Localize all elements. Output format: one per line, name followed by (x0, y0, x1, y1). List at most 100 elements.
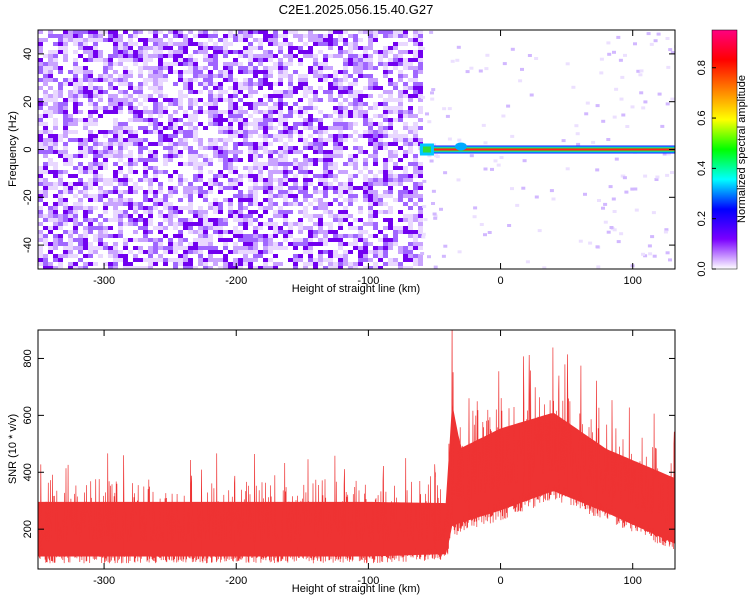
heatmap-cell (103, 38, 108, 42)
heatmap-cell (358, 106, 363, 110)
heatmap-cell (228, 42, 233, 46)
heatmap-cell (418, 98, 423, 102)
heatmap-cell (173, 118, 178, 122)
heatmap-cell (203, 158, 208, 162)
heatmap-cell (273, 138, 278, 142)
heatmap-cell (88, 110, 93, 114)
heatmap-cell (143, 66, 148, 70)
heatmap-cell (273, 214, 278, 218)
heatmap-cell (418, 194, 423, 198)
heatmap-cell (398, 118, 403, 122)
heatmap-cell (93, 86, 98, 90)
heatmap-cell (58, 174, 63, 178)
heatmap-cell (413, 66, 418, 70)
heatmap-cell (48, 218, 53, 222)
heatmap-cell (378, 50, 383, 54)
heatmap-cell (203, 230, 208, 234)
heatmap-cell (258, 146, 263, 150)
heatmap-cell (303, 78, 308, 82)
heatmap-cell (293, 246, 298, 250)
heatmap-cell (418, 66, 423, 70)
heatmap-cell (393, 82, 398, 86)
heatmap-cell (298, 242, 303, 246)
heatmap-cell (173, 98, 178, 102)
heatmap-cell (158, 122, 163, 126)
heatmap-cell (78, 70, 83, 74)
heatmap-cell (665, 37, 670, 40)
heatmap-cell (158, 186, 163, 190)
heatmap-cell (223, 34, 228, 38)
heatmap-cell (258, 214, 263, 218)
heatmap-cell (233, 38, 238, 42)
heatmap-cell (203, 102, 208, 106)
heatmap-cell (283, 194, 288, 198)
heatmap-cell (143, 46, 148, 50)
heatmap-cell (188, 126, 193, 130)
heatmap-cell (338, 130, 343, 134)
heatmap-cell (218, 266, 223, 269)
heatmap-cell (353, 246, 358, 250)
heatmap-cell (348, 90, 353, 94)
heatmap-cell (278, 242, 283, 246)
heatmap-cell (268, 182, 273, 186)
heatmap-cell (98, 142, 103, 146)
heatmap-cell (388, 210, 393, 214)
heatmap-cell (58, 70, 63, 74)
heatmap-cell (113, 142, 118, 146)
heatmap-cell (303, 182, 308, 186)
heatmap-cell (383, 174, 388, 178)
heatmap-cell (78, 102, 83, 106)
heatmap-cell (323, 238, 328, 242)
heatmap-cell (278, 206, 283, 210)
heatmap-cell (178, 30, 183, 34)
heatmap-cell (148, 166, 153, 170)
heatmap-cell (278, 158, 283, 162)
heatmap-cell (358, 210, 363, 214)
heatmap-cell (78, 206, 83, 210)
heatmap-cell (612, 228, 617, 232)
heatmap-cell (403, 66, 408, 70)
heatmap-cell (403, 110, 408, 114)
heatmap-cell (343, 30, 348, 34)
heatmap-cell (113, 118, 118, 122)
heatmap-cell (43, 94, 48, 98)
heatmap-cell (163, 146, 168, 150)
heatmap-cell (63, 250, 68, 254)
heatmap-cell (38, 70, 43, 74)
heatmap-cell (413, 114, 418, 118)
heatmap-cell (263, 122, 268, 126)
heatmap-cell (483, 233, 487, 237)
heatmap-cell (98, 74, 103, 78)
heatmap-cell (298, 122, 303, 126)
heatmap-cell (608, 185, 613, 189)
heatmap-cell (128, 198, 133, 202)
heatmap-cell (208, 62, 213, 66)
heatmap-cell (398, 110, 403, 114)
heatmap-cell (273, 54, 278, 58)
heatmap-cell (73, 266, 78, 269)
heatmap-cell (153, 250, 158, 254)
heatmap-cell (208, 118, 213, 122)
heatmap-cell (427, 120, 432, 124)
heatmap-cell (153, 42, 158, 46)
heatmap-cell (148, 198, 153, 202)
heatmap-cell (388, 186, 393, 190)
heatmap-cell (338, 106, 343, 110)
heatmap-cell (93, 166, 98, 170)
heatmap-cell (138, 226, 143, 230)
heatmap-cell (383, 178, 388, 182)
heatmap-cell (88, 118, 93, 122)
heatmap-cell (148, 58, 153, 62)
heatmap-cell (318, 262, 323, 266)
heatmap-cell (193, 190, 198, 194)
heatmap-cell (243, 50, 248, 54)
heatmap-cell (88, 198, 93, 202)
heatmap-cell (383, 30, 388, 34)
heatmap-cell (278, 134, 283, 138)
heatmap-cell (173, 190, 178, 194)
heatmap-cell (258, 78, 263, 82)
heatmap-cell (98, 226, 103, 230)
heatmap-cell (298, 58, 303, 62)
heatmap-cell (248, 242, 253, 246)
